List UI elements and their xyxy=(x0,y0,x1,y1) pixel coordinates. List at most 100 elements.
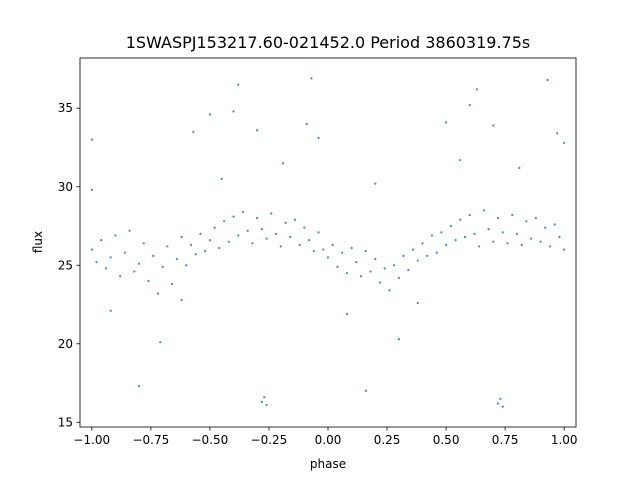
data-point xyxy=(312,250,315,253)
data-point xyxy=(185,264,188,267)
x-tick-label: −1.00 xyxy=(73,433,110,447)
data-point xyxy=(459,218,462,221)
data-point xyxy=(374,182,377,185)
x-tick-label: −0.50 xyxy=(192,433,229,447)
data-point xyxy=(449,224,452,228)
data-point xyxy=(305,122,308,126)
data-point xyxy=(468,104,471,107)
data-point xyxy=(440,231,443,234)
data-point xyxy=(90,188,93,191)
data-point xyxy=(421,242,424,245)
data-point xyxy=(256,129,259,132)
data-point xyxy=(303,226,306,229)
data-point xyxy=(256,217,259,220)
data-point xyxy=(475,88,478,91)
data-point xyxy=(388,289,391,292)
data-point xyxy=(159,341,162,344)
data-point xyxy=(515,232,519,235)
data-point xyxy=(109,309,112,312)
data-point xyxy=(322,248,325,251)
data-point xyxy=(518,166,521,170)
data-point xyxy=(525,220,528,223)
data-point xyxy=(345,272,348,275)
data-point xyxy=(310,77,313,80)
data-point xyxy=(119,275,122,278)
data-point xyxy=(220,177,223,181)
data-point xyxy=(147,279,150,283)
data-point xyxy=(194,253,197,256)
data-point xyxy=(265,403,268,407)
data-point xyxy=(317,136,320,140)
y-tick-label: 15 xyxy=(58,415,73,429)
data-point xyxy=(445,121,448,124)
y-axis: 15 20 25 30 35 xyxy=(58,101,80,429)
data-point xyxy=(496,402,500,405)
data-point xyxy=(364,250,367,253)
data-point xyxy=(222,220,226,223)
data-point xyxy=(546,78,549,82)
data-point xyxy=(402,254,405,257)
data-point xyxy=(133,270,136,273)
data-point xyxy=(459,158,462,162)
data-point xyxy=(232,110,235,113)
y-tick-label: 30 xyxy=(58,180,73,194)
x-tick-label: −0.75 xyxy=(132,433,169,447)
data-point xyxy=(445,243,448,246)
y-tick-label: 25 xyxy=(58,258,73,272)
data-point xyxy=(563,248,566,251)
data-point xyxy=(90,248,93,251)
data-point xyxy=(270,212,273,215)
data-point xyxy=(416,301,419,305)
data-point xyxy=(350,246,353,250)
data-point xyxy=(137,262,141,265)
data-point xyxy=(501,231,504,234)
chart-title: 1SWASPJ153217.60-021452.0 Period 3860319… xyxy=(126,33,531,52)
data-point xyxy=(482,209,485,212)
data-point xyxy=(558,235,561,239)
data-point xyxy=(326,256,330,259)
data-point xyxy=(199,232,202,235)
x-tick-label: 1.00 xyxy=(551,433,578,447)
data-point xyxy=(192,130,195,133)
data-point xyxy=(293,218,297,221)
x-tick-label: 0.00 xyxy=(315,433,342,447)
data-point xyxy=(430,234,434,237)
data-points xyxy=(90,77,566,408)
data-point xyxy=(227,240,230,243)
data-point xyxy=(563,141,566,144)
data-point xyxy=(553,223,556,226)
y-tick-label: 20 xyxy=(58,337,73,351)
data-point xyxy=(539,240,542,243)
data-point xyxy=(435,251,438,254)
data-point xyxy=(282,162,285,165)
data-point xyxy=(478,245,481,248)
data-point xyxy=(95,261,98,264)
data-point xyxy=(556,132,559,135)
data-point xyxy=(251,242,254,245)
data-point xyxy=(345,312,348,316)
data-point xyxy=(463,235,467,239)
x-axis-label: phase xyxy=(310,457,346,471)
data-point xyxy=(501,405,504,408)
data-point xyxy=(260,400,263,403)
data-point xyxy=(393,264,396,267)
data-point xyxy=(213,226,216,229)
data-point xyxy=(246,229,249,232)
data-point xyxy=(397,337,400,341)
data-point xyxy=(499,397,502,400)
data-point xyxy=(180,235,183,239)
data-point xyxy=(123,251,126,254)
data-point xyxy=(189,243,193,246)
data-point xyxy=(530,237,533,240)
data-point xyxy=(109,256,112,259)
data-point xyxy=(175,257,178,261)
data-point xyxy=(180,298,183,301)
data-point xyxy=(152,254,155,257)
x-axis: −1.00 −0.75 −0.50 −0.25 0.00 0.25 0.50 0.75 1.00 xyxy=(73,427,578,447)
data-point xyxy=(397,276,400,279)
x-tick-label: 0.75 xyxy=(492,433,519,447)
plot-frame xyxy=(79,57,577,428)
y-axis-label: flux xyxy=(31,231,45,253)
data-point xyxy=(142,242,145,245)
